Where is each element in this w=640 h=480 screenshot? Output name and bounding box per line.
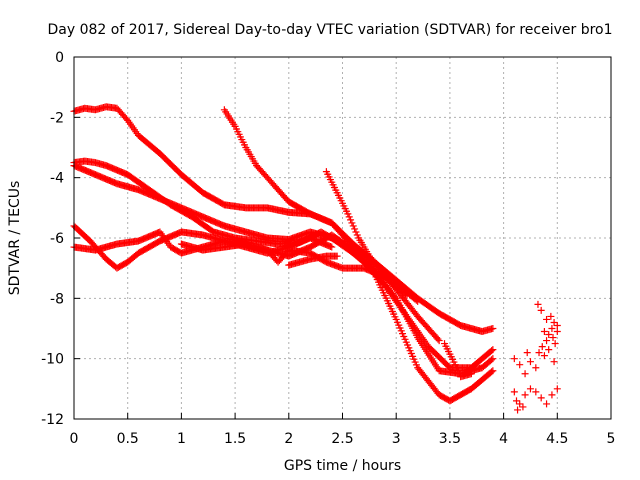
x-tick-label: 1 xyxy=(177,431,186,447)
data-point-mark xyxy=(521,370,529,378)
data-point-mark xyxy=(391,293,399,301)
data-point-mark xyxy=(345,213,353,221)
data-point-mark xyxy=(553,328,561,336)
data-point-mark xyxy=(548,391,556,399)
x-tick-label: 0 xyxy=(70,431,79,447)
data-point-mark xyxy=(532,364,540,372)
data-point-mark xyxy=(510,388,518,396)
x-tick-label: 4.5 xyxy=(546,431,568,447)
data-point-mark xyxy=(333,252,341,260)
data-point-mark xyxy=(537,394,545,402)
data-point-mark xyxy=(553,385,561,393)
data-point-mark xyxy=(543,400,551,408)
y-tick-label: -10 xyxy=(41,352,64,368)
series-arc-7 xyxy=(220,106,443,345)
tick-labels: 0 0.5 1 1.5 2 2.5 3 3.5 4 4.5 5 0 -2 -4 -6 -8 -10 -12 xyxy=(41,50,615,447)
data-point-mark xyxy=(454,367,462,375)
data-point-mark xyxy=(489,346,497,354)
data-point-mark xyxy=(414,297,422,305)
data-point-mark xyxy=(549,334,557,342)
x-tick-label: 3 xyxy=(392,431,401,447)
data-point-mark xyxy=(348,219,356,227)
y-tick-label: 0 xyxy=(55,50,64,66)
data-point-mark xyxy=(543,315,551,323)
data-point-mark xyxy=(545,346,553,354)
data-point-mark xyxy=(553,321,561,329)
x-tick-label: 2.5 xyxy=(331,431,353,447)
data-point-mark xyxy=(516,361,524,369)
data-point-mark xyxy=(532,388,540,396)
data-point-mark xyxy=(453,364,461,372)
y-tick-label: -8 xyxy=(50,291,64,307)
data-point-mark xyxy=(353,231,361,239)
series-arc-8 xyxy=(322,168,422,305)
series-arc-10 xyxy=(441,340,475,381)
data-point-mark xyxy=(551,340,559,348)
data-point-mark xyxy=(545,331,553,339)
data-point-mark xyxy=(435,337,443,345)
data-point-mark xyxy=(412,296,420,304)
y-axis-title: SDTVAR / TECUs xyxy=(7,181,23,296)
data-point-mark xyxy=(488,347,496,355)
y-tick-label: -2 xyxy=(50,110,64,126)
chart-title: Day 082 of 2017, Sidereal Day-to-day VTE… xyxy=(47,22,612,38)
data-point-mark xyxy=(519,403,527,411)
data-point-mark xyxy=(488,368,496,376)
x-tick-label: 1.5 xyxy=(224,431,246,447)
data-point-mark xyxy=(547,312,555,320)
series-cluster-1 xyxy=(510,385,561,414)
x-axis-title: GPS time / hours xyxy=(284,458,401,474)
data-point-mark xyxy=(344,210,352,218)
data-point-mark xyxy=(489,325,497,332)
data-point-mark xyxy=(535,349,543,357)
data-point-mark xyxy=(328,243,336,251)
data-point-mark xyxy=(516,400,524,408)
data-point-mark xyxy=(489,355,497,363)
data-point-mark xyxy=(521,391,529,399)
data-point-mark xyxy=(489,367,497,375)
series-arc-1 xyxy=(70,103,497,336)
y-tick-label: -6 xyxy=(50,231,64,247)
x-tick-label: 5 xyxy=(607,431,616,447)
data-point-mark xyxy=(534,300,542,308)
x-tick-label: 4 xyxy=(499,431,508,447)
x-tick-label: 2 xyxy=(284,431,293,447)
x-tick-label: 0.5 xyxy=(117,431,139,447)
data-point-mark xyxy=(347,216,355,224)
y-tick-label: -4 xyxy=(50,171,64,187)
data-marks xyxy=(70,103,561,414)
data-point-mark xyxy=(526,358,534,366)
data-point-mark xyxy=(548,325,556,332)
data-point-mark xyxy=(526,385,534,393)
y-tick-label: -12 xyxy=(41,412,64,428)
data-point-mark xyxy=(540,352,548,360)
data-point-mark xyxy=(451,361,459,369)
data-point-mark xyxy=(352,228,360,236)
data-point-mark xyxy=(514,406,522,414)
data-point-mark xyxy=(434,335,442,343)
x-tick-label: 3.5 xyxy=(439,431,461,447)
data-point-mark xyxy=(349,222,357,230)
data-point-mark xyxy=(550,318,558,326)
data-point-mark xyxy=(538,343,546,351)
data-point-mark xyxy=(510,355,518,363)
data-point-mark xyxy=(537,306,545,314)
data-point-mark xyxy=(543,337,551,345)
data-point-mark xyxy=(467,370,475,378)
data-point-mark xyxy=(540,328,548,336)
data-point-mark xyxy=(550,358,558,366)
data-point-mark xyxy=(512,397,520,405)
data-point-mark xyxy=(488,356,496,364)
plot-frame xyxy=(73,56,612,420)
data-point-mark xyxy=(523,349,531,357)
data-point-mark xyxy=(351,225,359,233)
series-cluster-2 xyxy=(510,300,561,378)
series-arc-9 xyxy=(285,252,341,269)
